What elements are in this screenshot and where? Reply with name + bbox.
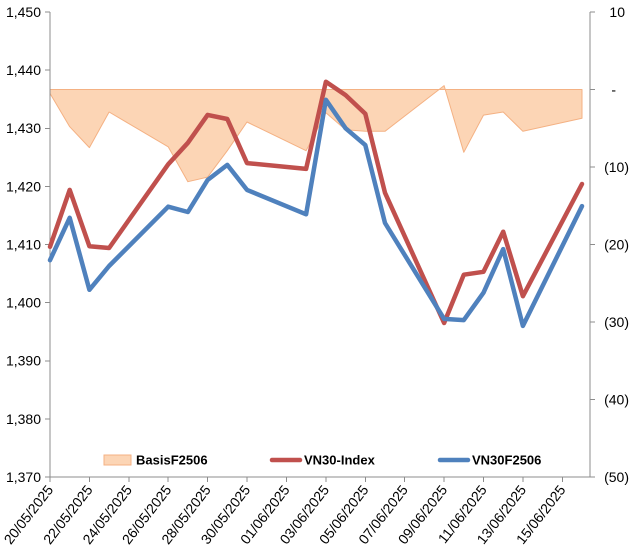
y-right-tick-label: (10): [604, 159, 629, 175]
legend: BasisF2506 VN30-Index VN30F2506: [103, 453, 541, 468]
y-left-tick-label: 1,370: [6, 469, 41, 485]
y-left-tick-label: 1,380: [6, 411, 41, 427]
series-line-vn30-index: [47, 79, 585, 326]
series-line-vn30f2506: [47, 97, 585, 329]
legend-label-vn30f2506: VN30F2506: [472, 453, 541, 468]
y-left-tick-label: 1,440: [6, 62, 41, 78]
series-layer: [47, 79, 585, 329]
legend-item-vn30-index: VN30-Index: [269, 453, 376, 468]
y-left-tick-label: 1,430: [6, 120, 41, 136]
legend-item-vn30f2506: VN30F2506: [437, 453, 541, 468]
y-right-tick-label: (50): [604, 469, 629, 485]
y-left-tick-label: 1,420: [6, 178, 41, 194]
legend-swatch-basisf2506: [103, 454, 132, 466]
y-right-tick-label: -: [611, 81, 616, 97]
y-right-tick-label: (40): [604, 391, 629, 407]
y-left-tick-label: 1,450: [6, 4, 41, 20]
legend-label-basisf2506: BasisF2506: [136, 453, 208, 468]
y-left-tick-label: 1,410: [6, 236, 41, 252]
y-right-tick-label: (30): [604, 314, 629, 330]
legend-item-basisf2506: BasisF2506: [103, 453, 208, 468]
y-left-tick-label: 1,400: [6, 295, 41, 311]
y-right-tick-label: (20): [604, 236, 629, 252]
y-left-tick-label: 1,390: [6, 353, 41, 369]
legend-label-vn30-index: VN30-Index: [304, 453, 376, 468]
y-right-tick-label: 10: [609, 4, 625, 20]
